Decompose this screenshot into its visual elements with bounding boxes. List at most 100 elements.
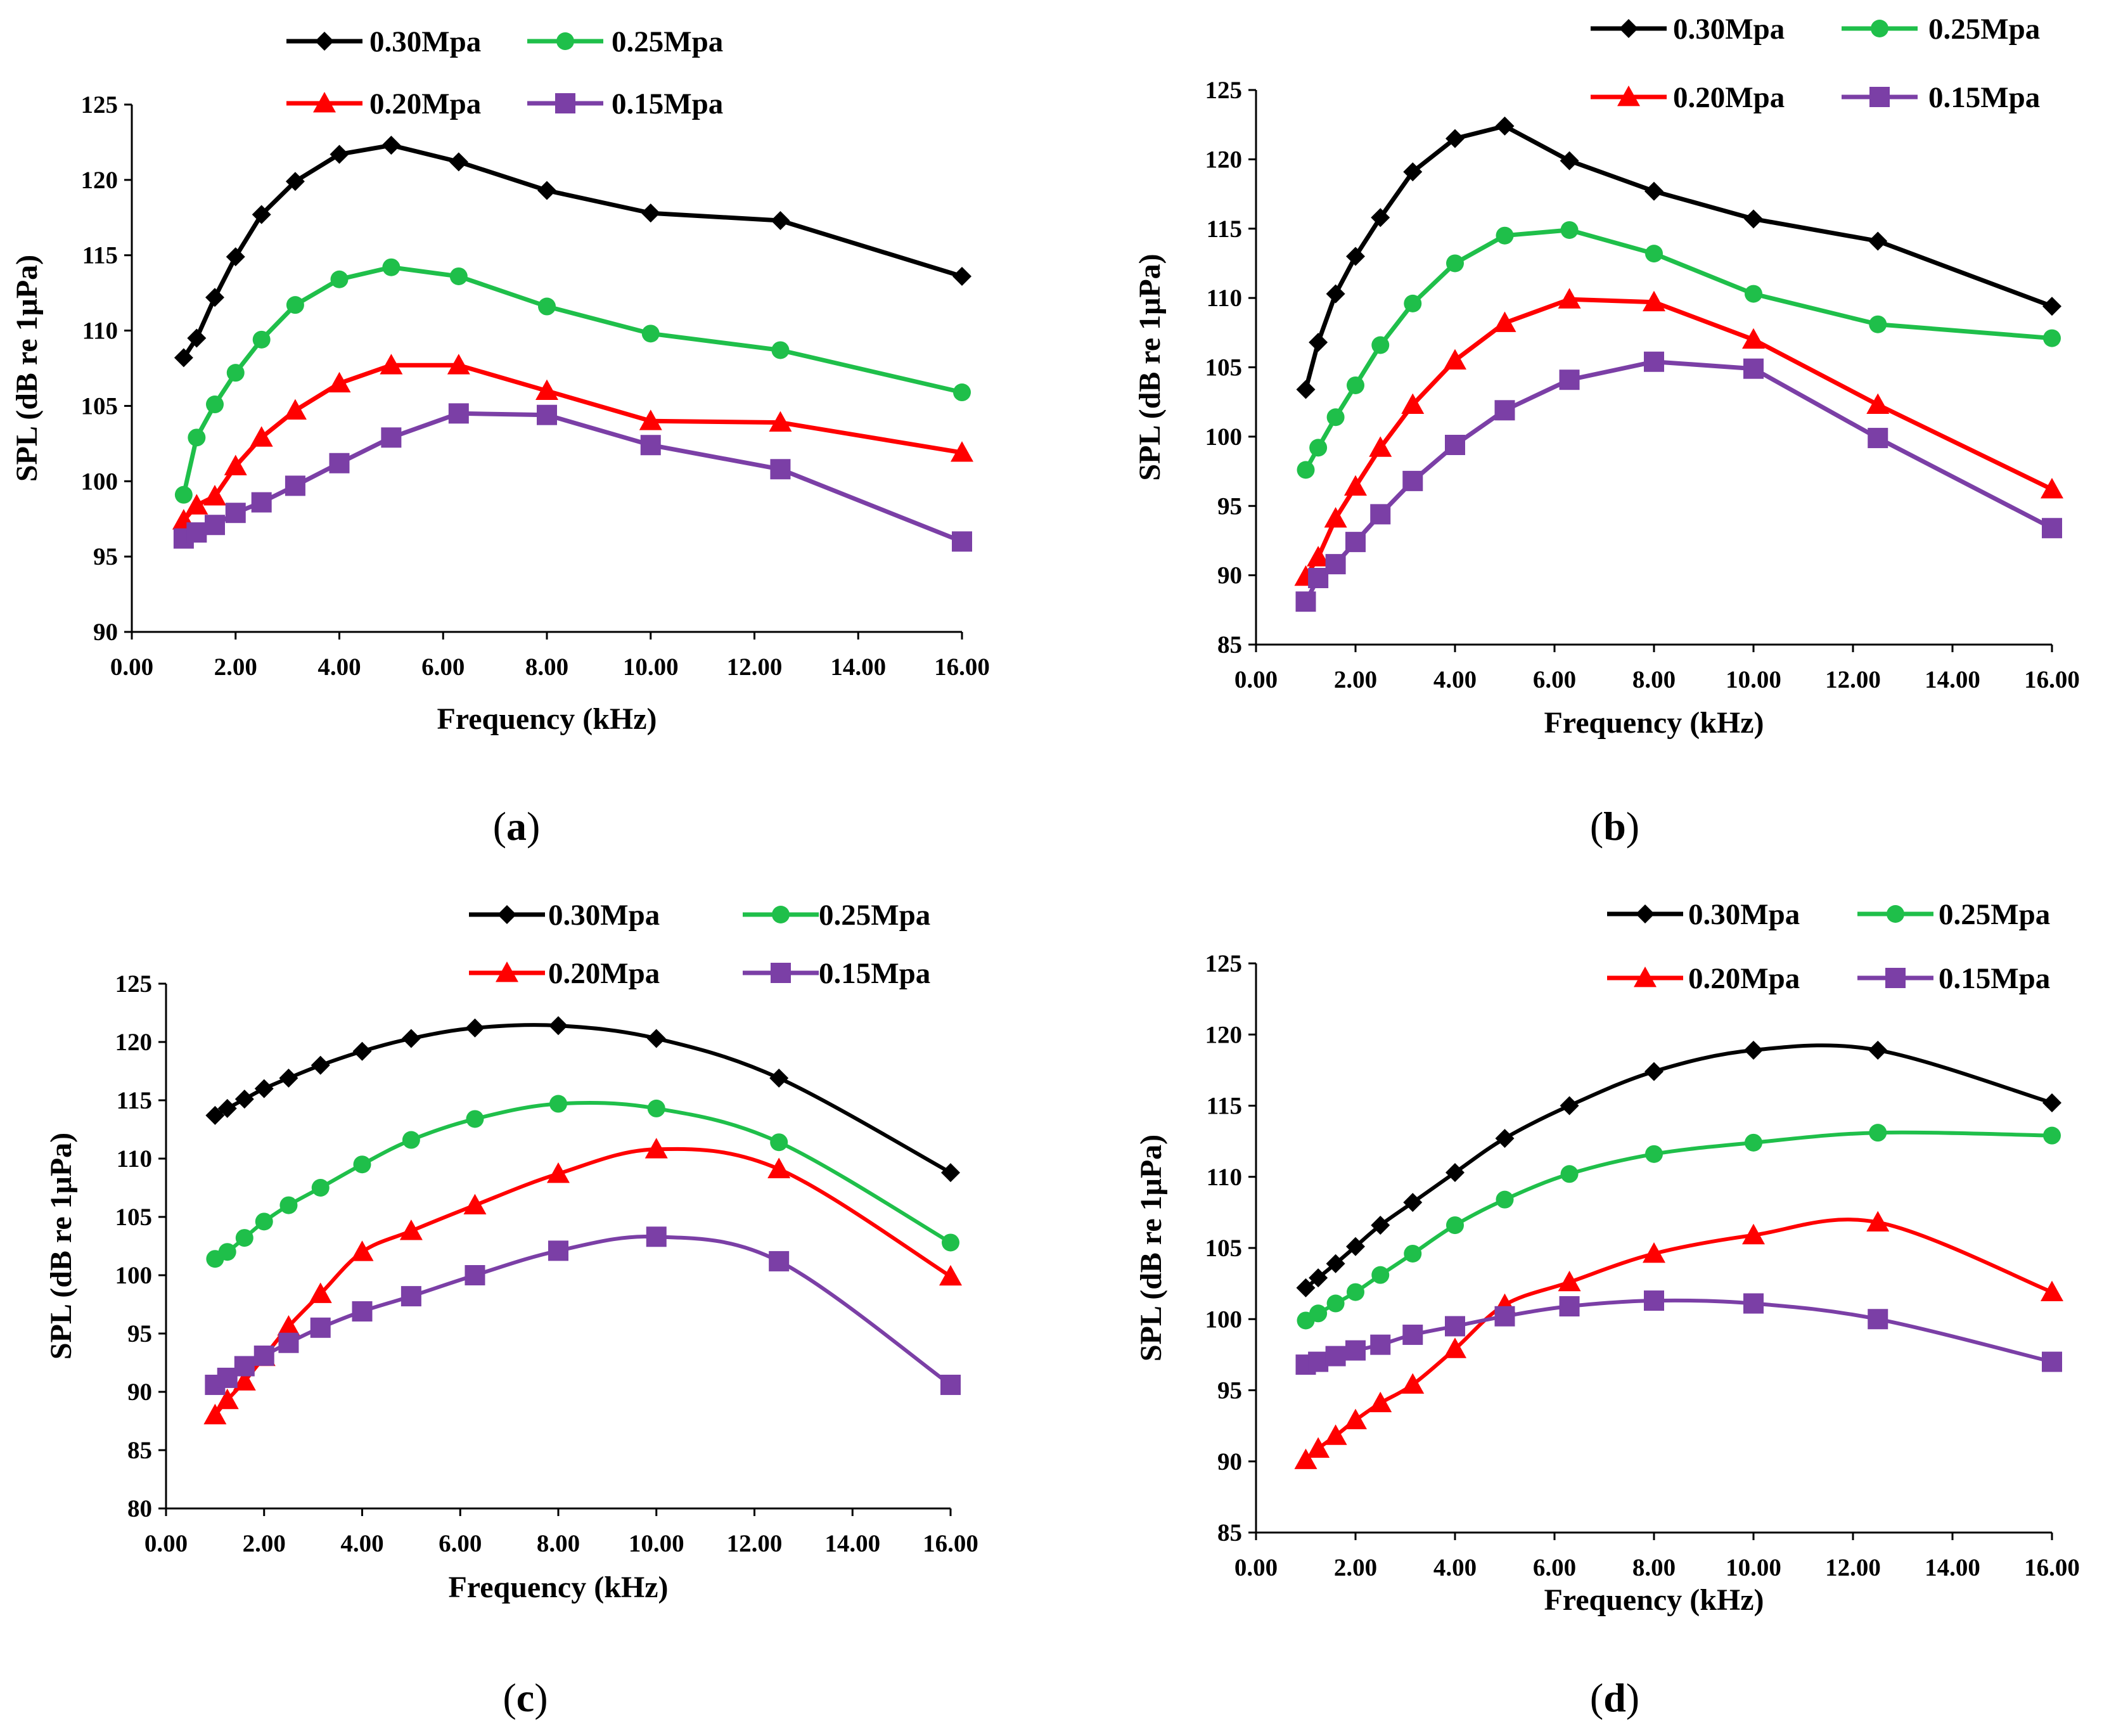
series-0.30Mpa (205, 1016, 960, 1183)
legend-swatch-marker (1885, 968, 1906, 988)
data-point (330, 145, 349, 164)
data-point (1369, 1391, 1392, 1413)
x-tick-label: 0.00 (144, 1530, 188, 1557)
data-point (1326, 408, 1345, 427)
legend-swatch-marker (556, 32, 574, 50)
data-point (1307, 546, 1330, 567)
legend-swatch-marker (1634, 967, 1657, 987)
data-point (448, 403, 469, 424)
x-tick-label: 4.00 (1433, 666, 1477, 693)
data-point (449, 152, 468, 172)
series-0.25Mpa (174, 258, 971, 504)
data-point (639, 409, 662, 430)
legend-label: 0.20Mpa (548, 957, 660, 990)
data-point (309, 1282, 332, 1303)
legend-swatch-marker (1869, 87, 1890, 107)
data-point (381, 136, 401, 155)
x-tick-label: 8.00 (525, 653, 568, 681)
data-point (1326, 1254, 1345, 1273)
data-point (1370, 1334, 1391, 1355)
y-tick-label: 85 (127, 1437, 152, 1464)
chart-panel-c: 80 85 90 95 100 105 110 115 120 125 0.00 2.00 4.00 6.… (44, 899, 978, 1604)
data-point (311, 1055, 330, 1075)
legend: 0.30Mpa 0.25Mpa 0.20Mpa 0.15Mpa (1607, 898, 2050, 995)
data-point (206, 395, 224, 414)
data-point (1401, 393, 1425, 414)
x-tick-label: 8.00 (1632, 1554, 1676, 1581)
data-point (250, 426, 273, 447)
data-point (278, 1332, 299, 1353)
data-point (1371, 1216, 1390, 1235)
data-point (1369, 436, 1392, 457)
data-point (1294, 1448, 1317, 1469)
series-0.25Mpa (206, 1095, 959, 1268)
panel-label-d: (d) (1590, 1675, 1639, 1720)
legend-label: 0.25Mpa (612, 25, 723, 58)
data-point (381, 427, 402, 448)
data-point (1645, 245, 1663, 263)
data-point (402, 1131, 420, 1149)
data-point (1345, 1340, 1366, 1361)
data-point (1745, 1133, 1762, 1152)
x-tick-label: 6.00 (1533, 1554, 1576, 1581)
data-point (641, 325, 660, 343)
data-point (767, 1157, 791, 1178)
y-tick-label: 125 (1205, 77, 1243, 104)
y-tick-label: 95 (1217, 1377, 1242, 1405)
data-point (1446, 129, 1465, 148)
data-point (2042, 297, 2061, 316)
y-tick-label: 125 (1205, 950, 1243, 977)
data-point (1558, 1270, 1581, 1292)
x-tick-label: 6.00 (439, 1530, 482, 1557)
data-point (1744, 1040, 1763, 1060)
data-point (174, 348, 193, 368)
data-point (640, 435, 661, 456)
legend-label: 0.20Mpa (369, 87, 481, 120)
series-0.15Mpa (1295, 351, 2062, 612)
legend-label: 0.15Mpa (819, 957, 930, 990)
data-point (538, 297, 556, 316)
data-point (1296, 380, 1316, 399)
data-point (205, 1105, 225, 1125)
data-point (1495, 1129, 1515, 1148)
data-point (953, 383, 971, 402)
data-point (1744, 209, 1763, 229)
data-point (1344, 1408, 1367, 1430)
data-point (1326, 1294, 1345, 1313)
data-point (537, 404, 557, 425)
data-point (1309, 1268, 1328, 1288)
series-line (1304, 297, 2053, 578)
data-point (1868, 428, 1888, 449)
x-tick-label: 12.00 (727, 653, 783, 681)
data-point (283, 399, 307, 420)
x-tick-label: 6.00 (1533, 666, 1576, 693)
data-point (2041, 1280, 2063, 1301)
x-axis-title: Frequency (kHz) (1544, 1583, 1764, 1617)
data-point (1559, 370, 1580, 390)
data-point (463, 1193, 487, 1214)
x-tick-label: 4.00 (1433, 1554, 1477, 1581)
data-point (252, 330, 271, 349)
data-point (1560, 221, 1579, 239)
series-line (214, 1147, 952, 1417)
x-tick-label: 10.00 (629, 1530, 684, 1557)
data-point (1347, 376, 1364, 394)
x-tick-label: 10.00 (1726, 666, 1781, 693)
data-point (187, 328, 207, 348)
data-point (1644, 1290, 1664, 1311)
series-0.25Mpa (1297, 221, 2061, 479)
x-tick-label: 10.00 (1726, 1554, 1781, 1581)
x-tick-label: 12.00 (1825, 1554, 1881, 1581)
y-tick-label: 100 (81, 468, 119, 495)
x-axis-title: Frequency (kHz) (448, 1571, 668, 1604)
data-point (1869, 315, 1887, 333)
data-point (646, 1226, 667, 1247)
data-point (2042, 518, 2062, 539)
legend-label: 0.25Mpa (1928, 13, 2040, 46)
x-tick-label: 2.00 (243, 1530, 286, 1557)
y-tick-label: 90 (1217, 1448, 1242, 1476)
series-line (214, 1234, 952, 1387)
data-point (1643, 290, 1665, 312)
data-point (251, 492, 272, 513)
